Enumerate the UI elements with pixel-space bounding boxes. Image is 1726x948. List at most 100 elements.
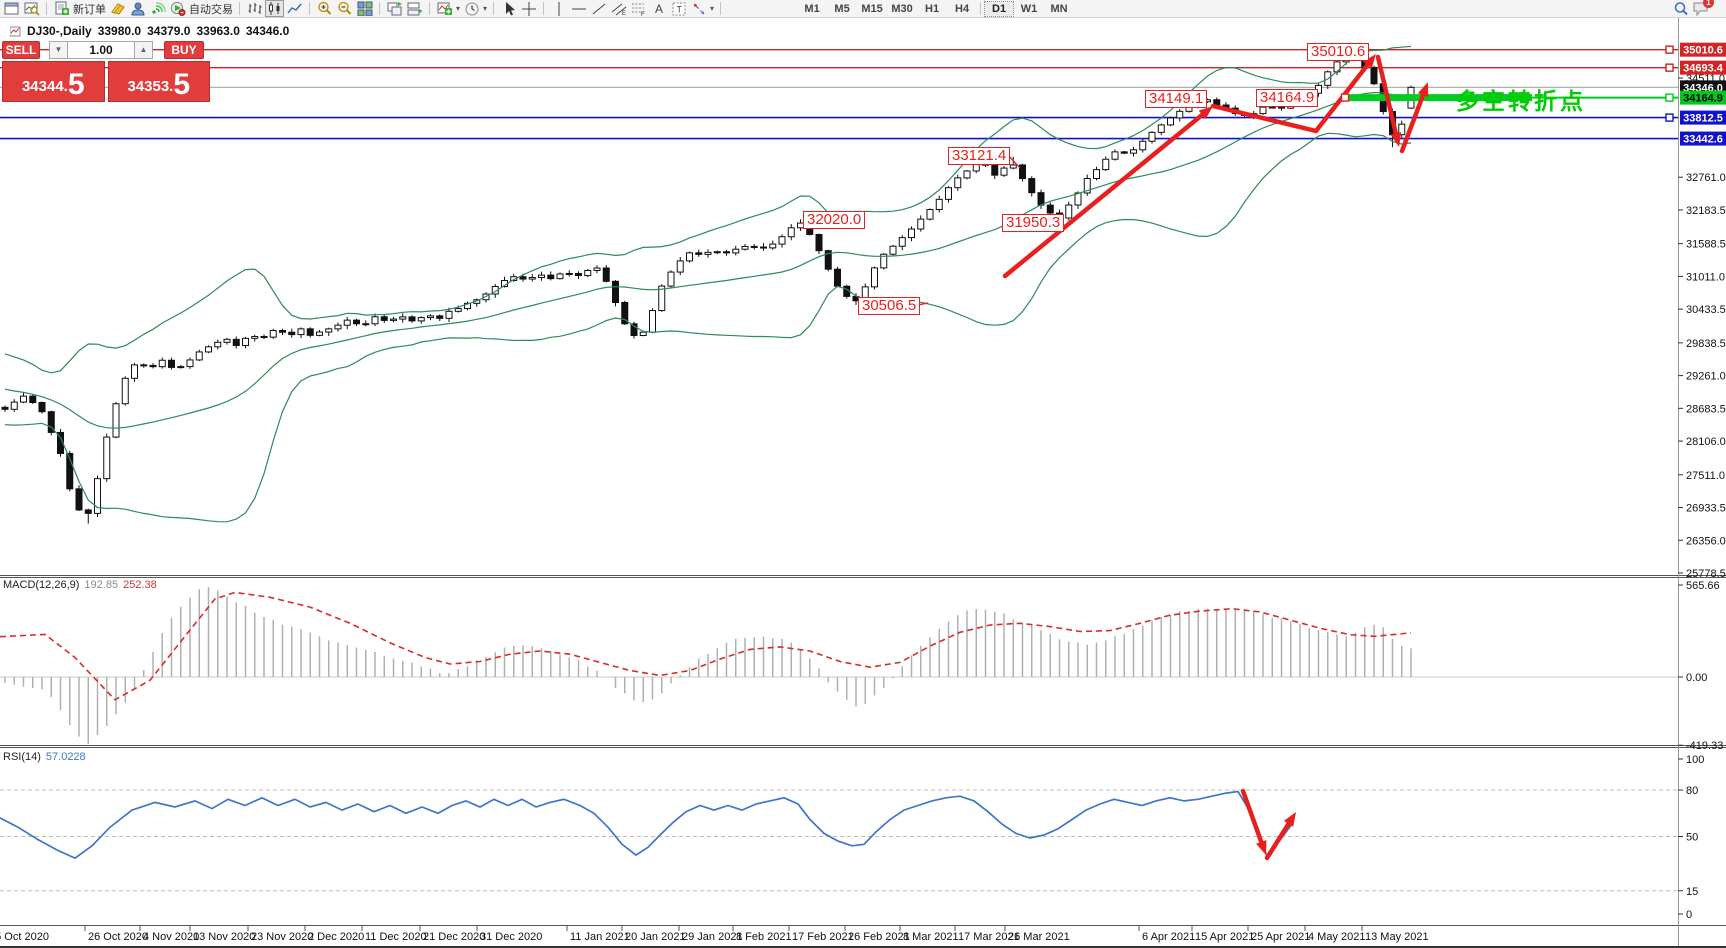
sell-button[interactable]: SELL bbox=[2, 41, 40, 59]
timeframe-group: M1 M5 M15 M30 H1 H4 D1 W1 MN bbox=[797, 0, 1074, 17]
svg-text:8 Feb 2021: 8 Feb 2021 bbox=[736, 931, 792, 943]
svg-text:0.00: 0.00 bbox=[1686, 672, 1707, 684]
trendline-tool-icon[interactable] bbox=[590, 1, 607, 16]
macd-indicator-label: MACD(12,26,9) 192.85 252.38 bbox=[3, 579, 157, 591]
toolbar-separator bbox=[543, 2, 545, 15]
volume-decrease-button[interactable]: ▼ bbox=[49, 41, 68, 59]
search-icon[interactable] bbox=[1672, 1, 1689, 16]
bar-chart-icon[interactable] bbox=[246, 1, 263, 16]
equidistant-channel-tool-icon[interactable]: E bbox=[610, 1, 627, 16]
tf-button-H4[interactable]: H4 bbox=[955, 2, 970, 15]
tf-button-MN[interactable]: MN bbox=[1050, 2, 1068, 15]
tf-button-W1[interactable]: W1 bbox=[1020, 2, 1038, 15]
autotrading-button[interactable]: 自动交易 bbox=[169, 1, 233, 17]
signals-icon[interactable] bbox=[149, 1, 166, 16]
svg-text:31 Dec 2020: 31 Dec 2020 bbox=[480, 931, 542, 943]
toolbar-separator bbox=[493, 2, 495, 15]
dropdown-caret[interactable]: ▾ bbox=[710, 4, 715, 13]
buy-button[interactable]: BUY bbox=[164, 41, 204, 59]
cursor-tool-icon[interactable] bbox=[500, 1, 517, 16]
zoom-out-icon[interactable] bbox=[336, 1, 353, 16]
chart-shift-icon[interactable] bbox=[406, 1, 423, 16]
svg-text:A: A bbox=[655, 2, 663, 16]
arrows-tool-icon[interactable] bbox=[690, 1, 707, 16]
price-callout: 34164.9 bbox=[1256, 89, 1319, 107]
svg-text:15 Apr 2021: 15 Apr 2021 bbox=[1195, 931, 1254, 943]
svg-text:31588.5: 31588.5 bbox=[1686, 239, 1726, 251]
buy-price[interactable]: 34353. 5 bbox=[107, 61, 210, 102]
symbol-name: DJ30-,Daily bbox=[27, 24, 92, 38]
svg-text:26933.5: 26933.5 bbox=[1686, 503, 1726, 515]
line-chart-icon[interactable] bbox=[286, 1, 303, 16]
volume-increase-button[interactable]: ▲ bbox=[134, 41, 153, 59]
candlestick-chart-icon[interactable] bbox=[265, 0, 284, 17]
svg-text:30433.5: 30433.5 bbox=[1686, 304, 1726, 316]
svg-text:25 Apr 2021: 25 Apr 2021 bbox=[1251, 931, 1310, 943]
svg-text:34693.4: 34693.4 bbox=[1683, 63, 1724, 75]
tf-button-M30[interactable]: M30 bbox=[891, 2, 913, 15]
toolbar-separator bbox=[429, 2, 430, 15]
svg-text:27511.0: 27511.0 bbox=[1686, 470, 1725, 482]
svg-text:26 Feb 2021: 26 Feb 2021 bbox=[848, 931, 910, 943]
svg-text:17 Feb 2021: 17 Feb 2021 bbox=[792, 931, 854, 943]
tf-button-D1[interactable]: D1 bbox=[984, 0, 1015, 17]
crosshair-tool-icon[interactable] bbox=[520, 1, 537, 16]
auto-arrange-icon[interactable] bbox=[386, 1, 403, 16]
symbol-title: DJ30-,Daily 33980.0 34379.0 33963.0 3434… bbox=[10, 24, 289, 38]
svg-text:26356.0: 26356.0 bbox=[1686, 535, 1726, 547]
tile-windows-icon[interactable] bbox=[356, 1, 373, 16]
new-order-icon bbox=[53, 1, 70, 16]
chat-icon[interactable]: 1 bbox=[1692, 0, 1714, 16]
svg-text:29261.0: 29261.0 bbox=[1686, 371, 1726, 383]
toolbar-separator bbox=[720, 2, 722, 15]
fibonacci-tool-icon[interactable]: F bbox=[630, 1, 647, 16]
dropdown-caret[interactable]: ▾ bbox=[456, 4, 461, 13]
svg-text:28106.0: 28106.0 bbox=[1686, 436, 1726, 448]
sell-price-pip: 5 bbox=[67, 68, 85, 101]
svg-text:31011.0: 31011.0 bbox=[1686, 271, 1725, 283]
svg-text:35010.6: 35010.6 bbox=[1683, 45, 1723, 57]
vertical-line-tool-icon[interactable] bbox=[550, 1, 567, 16]
community-icon[interactable] bbox=[129, 1, 146, 16]
svg-text:11 Jan 2021: 11 Jan 2021 bbox=[570, 931, 630, 943]
svg-text:13 Nov 2020: 13 Nov 2020 bbox=[193, 931, 255, 943]
new-order-label: 新订单 bbox=[73, 3, 106, 16]
add-indicator-icon[interactable] bbox=[436, 1, 453, 16]
rsi-name: RSI(14) bbox=[3, 751, 41, 763]
autotrading-label: 自动交易 bbox=[189, 3, 233, 16]
tf-button-M1[interactable]: M1 bbox=[804, 2, 820, 15]
svg-text:17 Mar 2021: 17 Mar 2021 bbox=[958, 931, 1020, 943]
bar-low: 33963.0 bbox=[196, 24, 240, 38]
new-order-button[interactable]: 新订单 bbox=[53, 1, 106, 17]
text-tool-icon[interactable]: A bbox=[650, 1, 667, 16]
svg-text:28683.5: 28683.5 bbox=[1686, 403, 1726, 415]
svg-text:32761.0: 32761.0 bbox=[1686, 172, 1726, 184]
tf-button-M15[interactable]: M15 bbox=[861, 2, 883, 15]
svg-text:33442.6: 33442.6 bbox=[1683, 134, 1723, 146]
symbol-chart-icon bbox=[10, 26, 21, 36]
sell-price[interactable]: 34344. 5 bbox=[2, 61, 105, 102]
svg-text:80: 80 bbox=[1686, 785, 1698, 797]
svg-text:25778.5: 25778.5 bbox=[1686, 568, 1726, 580]
volume-input[interactable]: 1.00 bbox=[68, 41, 134, 59]
svg-text:15 Oct 2020: 15 Oct 2020 bbox=[0, 931, 49, 943]
svg-text:11 Dec 2020: 11 Dec 2020 bbox=[365, 931, 427, 943]
text-label-tool-icon[interactable]: T bbox=[670, 1, 687, 16]
toolbar-separator bbox=[46, 2, 47, 15]
metaeditor-icon[interactable] bbox=[109, 1, 126, 16]
svg-text:6 Apr 2021: 6 Apr 2021 bbox=[1142, 931, 1195, 943]
rsi-indicator-label: RSI(14) 57.0228 bbox=[3, 751, 86, 763]
svg-text:26 Mar 2021: 26 Mar 2021 bbox=[1008, 931, 1070, 943]
tf-button-H1[interactable]: H1 bbox=[925, 2, 940, 15]
chart-window-icon[interactable] bbox=[3, 1, 20, 16]
dropdown-caret[interactable]: ▾ bbox=[483, 4, 488, 13]
svg-text:100: 100 bbox=[1686, 754, 1704, 766]
zoom-in-icon[interactable] bbox=[316, 1, 333, 16]
tf-button-M5[interactable]: M5 bbox=[834, 2, 850, 15]
horizontal-line-tool-icon[interactable] bbox=[570, 1, 587, 16]
rsi-pane bbox=[0, 789, 1678, 892]
tick-chart-icon[interactable] bbox=[23, 1, 40, 16]
period-clock-icon[interactable] bbox=[463, 1, 480, 16]
window-bottom-border bbox=[0, 946, 1726, 948]
